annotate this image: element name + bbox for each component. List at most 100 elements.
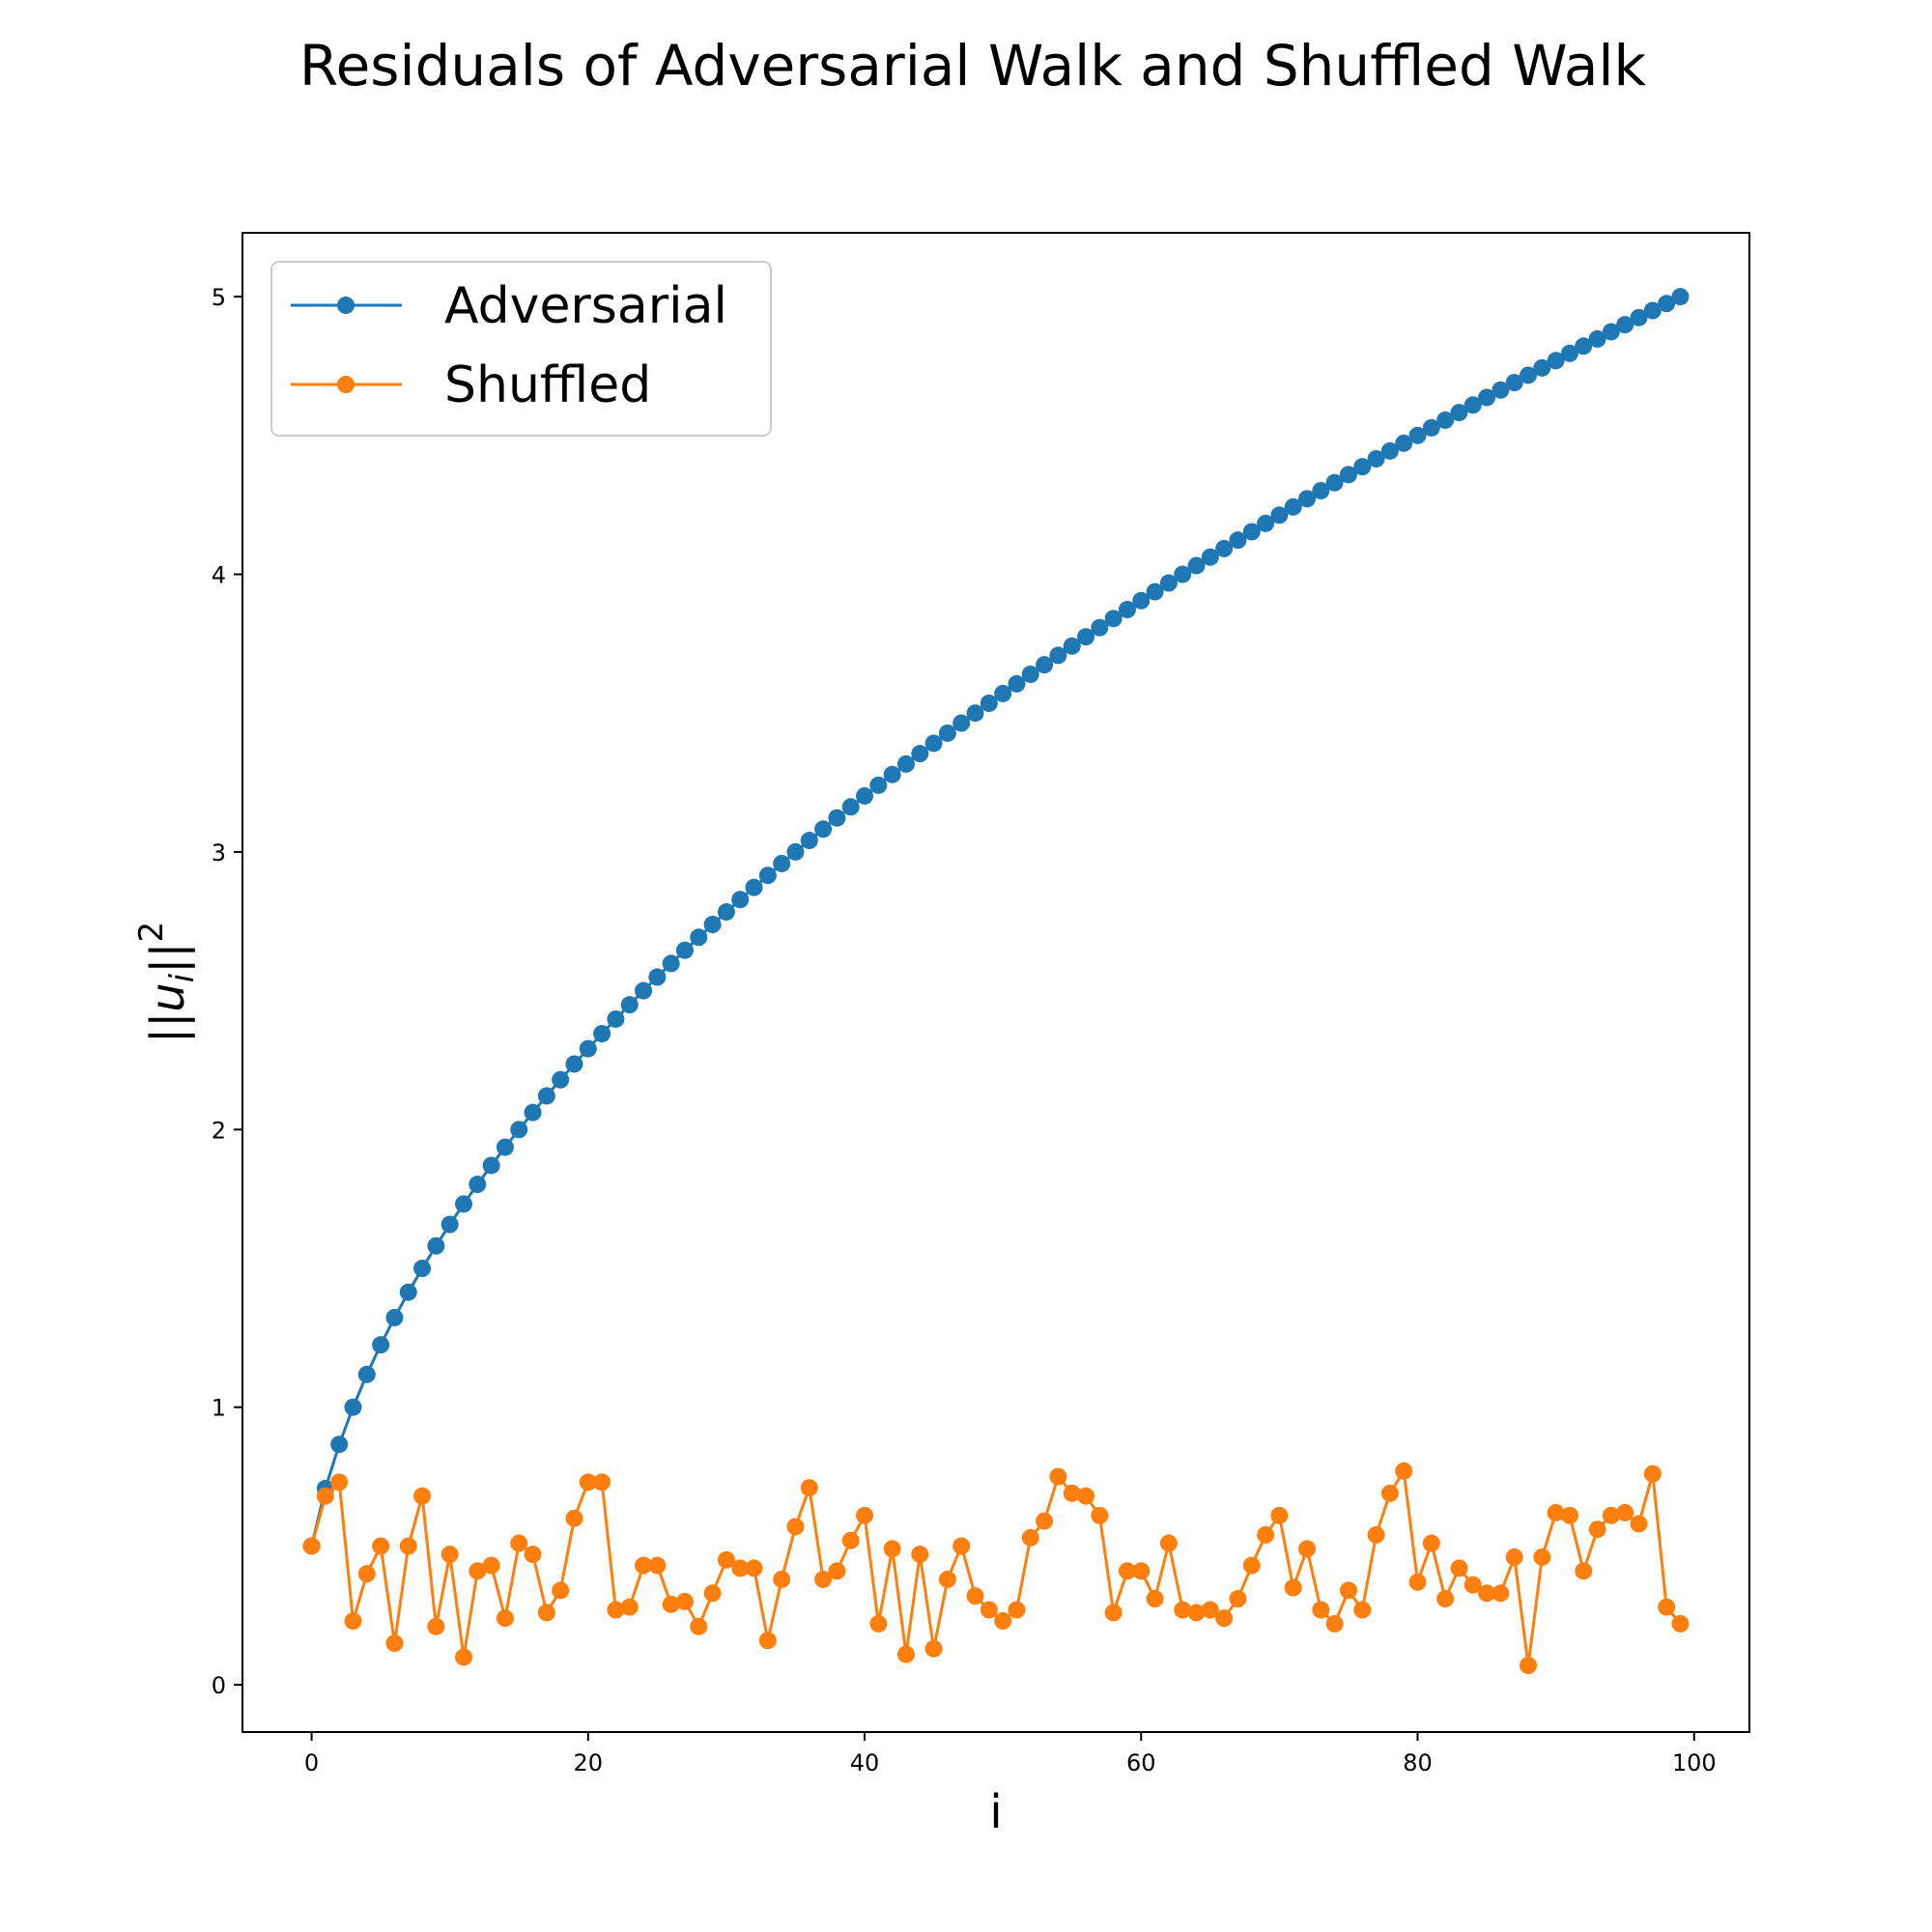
data-point-shuffled bbox=[896, 1645, 915, 1663]
data-point-adversarial bbox=[938, 724, 956, 742]
data-point-shuffled bbox=[399, 1537, 417, 1555]
data-point-adversarial bbox=[427, 1236, 445, 1255]
data-point-shuffled bbox=[510, 1534, 528, 1552]
data-point-shuffled bbox=[1630, 1515, 1648, 1533]
data-point-adversarial bbox=[1312, 481, 1330, 499]
y-tick-label: 2 bbox=[212, 1117, 226, 1144]
data-point-adversarial bbox=[524, 1103, 542, 1122]
data-point-shuffled bbox=[1560, 1506, 1578, 1524]
data-point-shuffled bbox=[786, 1518, 805, 1536]
data-point-adversarial bbox=[1630, 308, 1648, 327]
x-tick-label: 60 bbox=[1126, 1749, 1156, 1776]
data-point-shuffled bbox=[911, 1546, 929, 1564]
data-point-shuffled bbox=[607, 1601, 625, 1619]
data-point-adversarial bbox=[1616, 316, 1634, 334]
data-point-shuffled bbox=[994, 1612, 1012, 1631]
data-point-shuffled bbox=[1036, 1512, 1054, 1530]
data-point-shuffled bbox=[1575, 1562, 1593, 1580]
data-point-shuffled bbox=[1492, 1584, 1510, 1603]
data-point-shuffled bbox=[1478, 1584, 1496, 1603]
data-point-shuffled bbox=[1091, 1506, 1109, 1524]
data-point-shuffled bbox=[440, 1546, 459, 1564]
data-point-adversarial bbox=[952, 714, 971, 732]
data-point-shuffled bbox=[648, 1556, 667, 1575]
data-point-shuffled bbox=[496, 1609, 514, 1628]
data-point-adversarial bbox=[911, 745, 929, 763]
data-point-shuffled bbox=[1422, 1534, 1440, 1552]
data-point-adversarial bbox=[1229, 531, 1247, 550]
legend-marker-shuffled bbox=[337, 376, 355, 393]
data-point-shuffled bbox=[385, 1634, 404, 1653]
data-point-shuffled bbox=[1339, 1581, 1357, 1600]
data-point-adversarial bbox=[1242, 523, 1261, 541]
data-point-adversarial bbox=[1533, 358, 1551, 377]
data-point-adversarial bbox=[469, 1176, 487, 1194]
data-point-adversarial bbox=[786, 842, 805, 861]
data-point-adversarial bbox=[413, 1260, 432, 1278]
data-point-shuffled bbox=[938, 1570, 956, 1588]
data-point-adversarial bbox=[1215, 539, 1234, 557]
data-point-adversarial bbox=[1036, 656, 1054, 674]
data-point-adversarial bbox=[1284, 497, 1302, 516]
data-point-shuffled bbox=[1367, 1525, 1385, 1544]
data-point-shuffled bbox=[469, 1562, 487, 1580]
data-point-adversarial bbox=[1450, 404, 1468, 422]
data-point-adversarial bbox=[496, 1138, 514, 1156]
data-point-adversarial bbox=[1091, 618, 1109, 637]
data-point-adversarial bbox=[703, 916, 722, 934]
data-point-shuffled bbox=[1146, 1590, 1164, 1608]
data-point-shuffled bbox=[883, 1540, 901, 1558]
data-point-shuffled bbox=[1408, 1573, 1427, 1591]
data-point-shuffled bbox=[980, 1601, 998, 1619]
data-point-adversarial bbox=[966, 704, 984, 723]
chart-title: Residuals of Adversarial Walk and Shuffl… bbox=[299, 33, 1647, 99]
data-point-adversarial bbox=[510, 1121, 528, 1139]
data-point-shuffled bbox=[800, 1479, 818, 1497]
y-tick-label: 5 bbox=[212, 284, 226, 311]
data-point-adversarial bbox=[1187, 556, 1206, 575]
data-point-shuffled bbox=[1187, 1604, 1206, 1622]
data-point-shuffled bbox=[1298, 1540, 1317, 1558]
data-point-adversarial bbox=[1049, 646, 1067, 665]
data-point-shuffled bbox=[1450, 1559, 1468, 1577]
data-point-shuffled bbox=[1463, 1576, 1482, 1594]
data-point-shuffled bbox=[1658, 1598, 1676, 1616]
data-point-adversarial bbox=[1492, 381, 1510, 399]
data-point-shuffled bbox=[344, 1612, 362, 1631]
legend-marker-adversarial bbox=[337, 297, 355, 314]
data-point-shuffled bbox=[1533, 1548, 1551, 1566]
data-point-shuffled bbox=[1229, 1590, 1247, 1608]
legend-label-shuffled: Shuffled bbox=[444, 356, 651, 414]
plot-area bbox=[242, 233, 1749, 1732]
data-point-adversarial bbox=[330, 1435, 349, 1454]
data-point-adversarial bbox=[690, 928, 708, 947]
data-point-shuffled bbox=[593, 1473, 611, 1492]
data-point-adversarial bbox=[1478, 388, 1496, 407]
x-axis: 0 20 40 60 80 100 bbox=[304, 1732, 1717, 1776]
x-tick-label: 40 bbox=[850, 1749, 880, 1776]
data-point-adversarial bbox=[1298, 490, 1317, 508]
data-point-shuffled bbox=[1505, 1548, 1523, 1566]
data-point-adversarial bbox=[1380, 441, 1399, 460]
data-point-shuffled bbox=[1602, 1506, 1620, 1524]
data-point-shuffled bbox=[952, 1537, 971, 1555]
y-axis: 0 1 2 3 4 5 bbox=[212, 284, 242, 1699]
data-point-shuffled bbox=[1312, 1601, 1330, 1619]
data-point-shuffled bbox=[924, 1639, 943, 1658]
data-point-adversarial bbox=[593, 1025, 611, 1043]
data-point-adversarial bbox=[1505, 374, 1523, 392]
data-point-shuffled bbox=[1436, 1590, 1455, 1608]
data-point-adversarial bbox=[1436, 411, 1455, 429]
data-point-adversarial bbox=[662, 954, 680, 973]
series-layer bbox=[302, 288, 1690, 1675]
data-point-adversarial bbox=[399, 1283, 417, 1301]
data-point-adversarial bbox=[758, 867, 777, 885]
data-point-adversarial bbox=[620, 996, 639, 1014]
data-point-adversarial bbox=[1422, 418, 1440, 437]
data-point-adversarial bbox=[924, 734, 943, 753]
data-point-shuffled bbox=[1242, 1556, 1261, 1575]
data-point-shuffled bbox=[316, 1487, 334, 1505]
data-point-shuffled bbox=[1132, 1562, 1151, 1580]
legend: Adversarial Shuffled bbox=[270, 261, 772, 437]
data-point-shuffled bbox=[427, 1617, 445, 1635]
